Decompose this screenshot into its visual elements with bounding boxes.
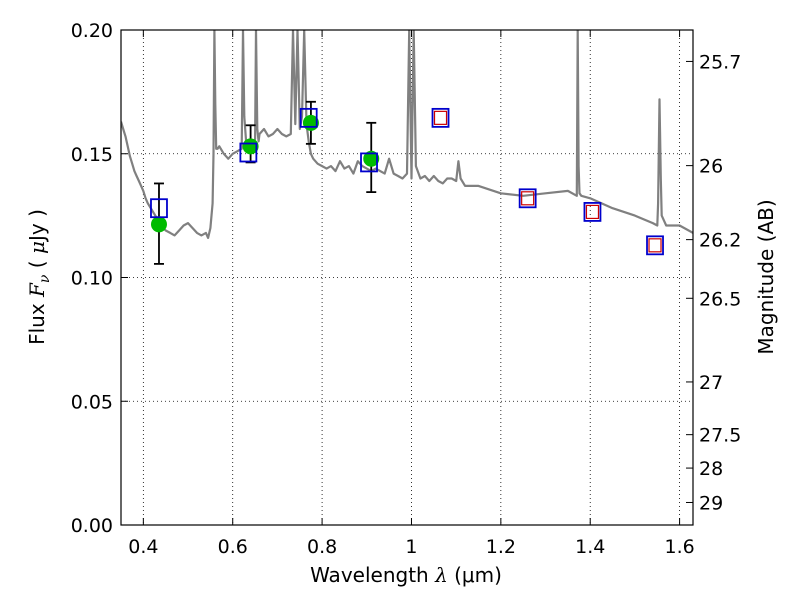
y2-tick-label: 27.5 bbox=[699, 425, 741, 447]
y2-axis-title: Magnitude (AB) bbox=[754, 199, 778, 354]
x-axis-title: Wavelength λ (μm) bbox=[310, 563, 502, 587]
model-box bbox=[239, 142, 258, 163]
y2-tick-label: 27 bbox=[699, 372, 723, 394]
model-box bbox=[518, 188, 537, 209]
y-tick-label: 0.20 bbox=[71, 20, 113, 42]
x-tick-label: 1.2 bbox=[486, 536, 516, 558]
model-box-inner bbox=[585, 204, 600, 220]
model-box-inner bbox=[433, 110, 448, 125]
y-tick-label: 0.15 bbox=[71, 144, 113, 166]
model-box-inner bbox=[648, 238, 662, 253]
x-tick-label: 0.6 bbox=[218, 536, 248, 558]
y2-tick-label: 26.5 bbox=[699, 288, 741, 310]
tick-labels: 0.4 0.6 0.8 1 1.2 1.4 1.6 0.00 0.05 0.10 0.15 0.20 2… bbox=[71, 20, 742, 558]
y-axis-mu: μ bbox=[25, 241, 49, 254]
y-tick-label: 0.10 bbox=[71, 268, 113, 290]
x-axis-lambda: λ bbox=[434, 563, 448, 587]
model-box bbox=[299, 107, 318, 128]
y2-tick-label: 26.2 bbox=[699, 230, 741, 252]
model-boxes-group bbox=[150, 107, 664, 256]
x-tick-label: 1.4 bbox=[575, 536, 605, 558]
model-box bbox=[431, 107, 450, 128]
x-tick-label: 1.6 bbox=[664, 536, 694, 558]
y-axis-flux-symbol: F bbox=[25, 282, 49, 298]
y2-tick-label: 28 bbox=[699, 458, 723, 480]
model-box-inner bbox=[521, 191, 535, 206]
y-axis-nu: ν bbox=[37, 274, 53, 283]
y-tick-label: 0.05 bbox=[71, 391, 113, 413]
y2-tick-label: 26 bbox=[699, 156, 723, 178]
x-tick-label: 1 bbox=[405, 536, 417, 558]
model-box bbox=[583, 202, 602, 222]
observed-point bbox=[150, 216, 167, 233]
x-tick-label: 0.4 bbox=[128, 536, 158, 558]
model-box bbox=[360, 152, 378, 173]
y2-tick-label: 29 bbox=[699, 492, 723, 514]
x-tick-label: 0.8 bbox=[307, 536, 337, 558]
y-tick-label: 0.00 bbox=[71, 515, 113, 537]
model-box bbox=[646, 235, 664, 256]
y-axis-title: Flux Fν ( μJy ) bbox=[25, 209, 53, 345]
model-box bbox=[150, 198, 168, 219]
tick-marks bbox=[121, 29, 693, 526]
observed-point bbox=[242, 138, 259, 155]
y2-tick-label: 25.7 bbox=[699, 51, 741, 73]
observed-point bbox=[363, 150, 380, 167]
